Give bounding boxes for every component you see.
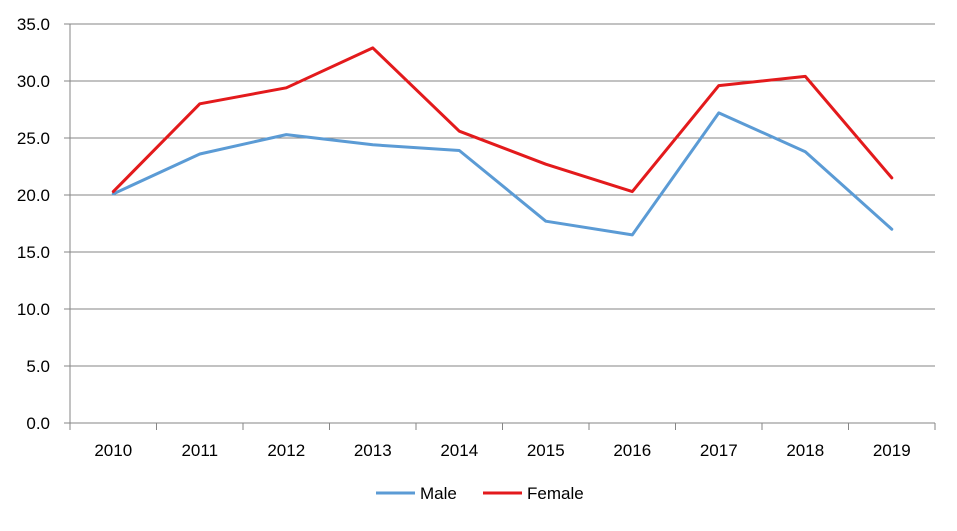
y-tick-label: 25.0 [17, 129, 50, 148]
series-line-female [111, 46, 894, 194]
y-tick-label: 15.0 [17, 243, 50, 262]
series-line-male [111, 111, 894, 237]
y-tick-label: 10.0 [17, 300, 50, 319]
x-tick-label: 2018 [786, 441, 824, 460]
series-lines [111, 46, 894, 237]
x-tick-label: 2014 [440, 441, 478, 460]
x-tick-label: 2012 [267, 441, 305, 460]
axes [64, 23, 936, 430]
x-tick-label: 2016 [613, 441, 651, 460]
x-tick-label: 2015 [527, 441, 565, 460]
x-tick-labels: 2010 2011 2012 2013 2014 2015 2016 2017 2018 2019 [94, 441, 910, 460]
x-tick-label: 2010 [94, 441, 132, 460]
y-tick-label: 30.0 [17, 72, 50, 91]
y-tick-labels: 0.0 5.0 10.0 15.0 20.0 25.0 30.0 35.0 [17, 15, 50, 433]
legend: Male Female [376, 484, 584, 503]
legend-label-male: Male [420, 484, 457, 503]
x-tick-label: 2017 [700, 441, 738, 460]
y-tick-label: 20.0 [17, 186, 50, 205]
x-tick-label: 2019 [873, 441, 911, 460]
gridlines [70, 23, 935, 367]
x-tick-label: 2011 [181, 441, 218, 460]
y-tick-label: 35.0 [17, 15, 50, 34]
y-tick-label: 5.0 [26, 357, 50, 376]
y-tick-label: 0.0 [26, 414, 50, 433]
legend-label-female: Female [527, 484, 584, 503]
x-tick-label: 2013 [354, 441, 392, 460]
